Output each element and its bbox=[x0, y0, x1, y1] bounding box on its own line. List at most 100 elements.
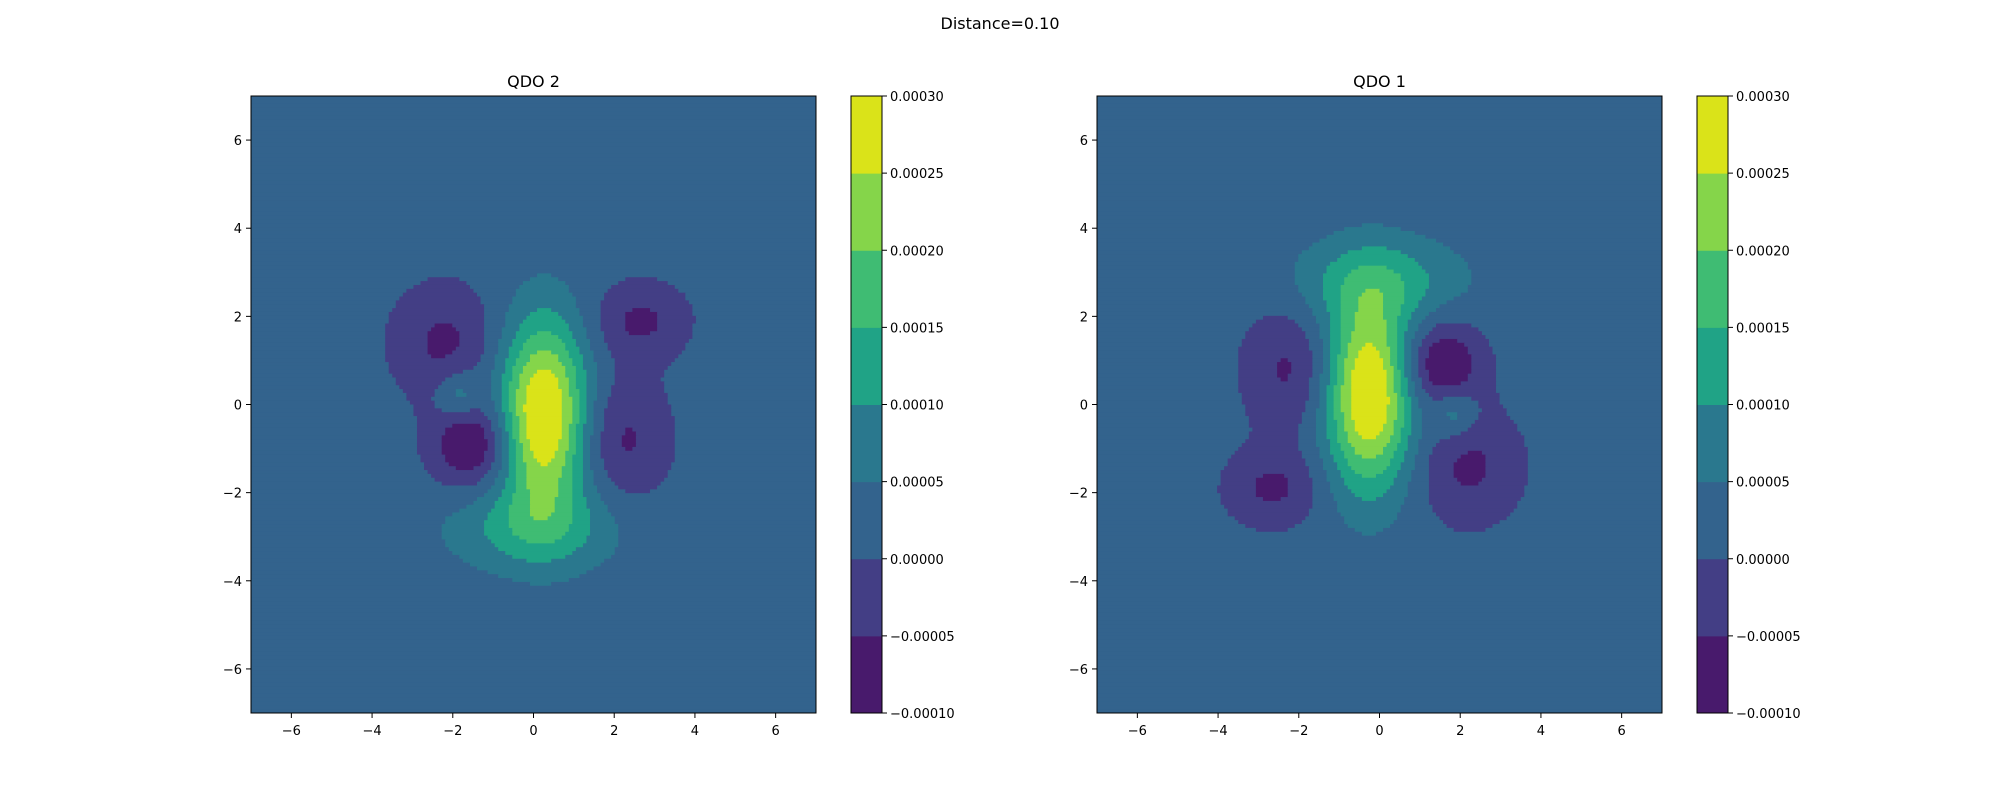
contour-band-cell bbox=[385, 350, 429, 355]
contour-band-cell bbox=[251, 558, 464, 564]
contour-band-cell bbox=[1496, 389, 1662, 394]
contour-band-cell bbox=[1097, 389, 1239, 394]
contour-band-cell bbox=[484, 304, 510, 309]
contour-band-cell bbox=[251, 628, 816, 633]
contour-band-cell bbox=[1277, 369, 1292, 375]
contour-band-cell bbox=[1255, 527, 1289, 533]
contour-band-cell bbox=[251, 342, 386, 348]
contour-band-cell bbox=[586, 396, 598, 402]
contour-band-cell bbox=[1319, 331, 1331, 336]
contour-band-cell bbox=[1411, 377, 1423, 382]
contour-band-cell bbox=[1361, 346, 1377, 352]
contour-band-cell bbox=[1351, 404, 1388, 409]
contour-band-cell bbox=[1390, 362, 1398, 367]
contour-band-cell bbox=[1097, 427, 1253, 433]
contour-band-cell bbox=[519, 377, 531, 382]
contour-band-cell bbox=[1351, 416, 1388, 421]
contour-band-cell bbox=[395, 300, 482, 305]
contour-band-cell bbox=[251, 122, 816, 128]
contour-band-cell bbox=[593, 481, 616, 487]
y-tick-label: 6 bbox=[234, 134, 242, 149]
contour-band-cell bbox=[1404, 335, 1416, 340]
contour-band-cell bbox=[441, 381, 492, 386]
contour-band-cell bbox=[1411, 358, 1419, 363]
contour-band-cell bbox=[625, 489, 651, 494]
contour-band-cell bbox=[529, 512, 552, 517]
contour-band-cell bbox=[1358, 296, 1384, 301]
contour-band-cell bbox=[484, 527, 513, 533]
contour-band-cell bbox=[1446, 300, 1662, 305]
contour-band-cell bbox=[508, 450, 517, 456]
contour-band-cell bbox=[1404, 458, 1416, 463]
contour-band-cell bbox=[529, 493, 559, 498]
y-tick-label: −4 bbox=[223, 575, 242, 590]
contour-band-cell bbox=[572, 551, 616, 556]
contour-band-cell bbox=[480, 358, 496, 363]
contour-band-cell bbox=[582, 427, 595, 433]
contour-band-cell bbox=[1330, 489, 1352, 494]
contour-band-cell bbox=[477, 566, 595, 571]
contour-band-cell bbox=[1404, 404, 1412, 409]
x-tick-label: 6 bbox=[1618, 724, 1626, 739]
contour-band-cell bbox=[505, 419, 513, 425]
contour-band-cell bbox=[1097, 157, 1662, 163]
contour-band-cell bbox=[251, 381, 397, 386]
contour-band-cell bbox=[604, 423, 676, 429]
colorbar-band bbox=[1697, 327, 1728, 406]
contour-band-cell bbox=[251, 524, 443, 529]
contour-band-cell bbox=[614, 369, 665, 375]
contour-band-cell bbox=[441, 527, 485, 533]
contour-band-cell bbox=[1347, 439, 1391, 444]
contour-band-cell bbox=[1421, 296, 1455, 301]
contour-band-cell bbox=[491, 462, 503, 467]
contour-band-cell bbox=[1404, 454, 1416, 460]
contour-band-cell bbox=[590, 531, 619, 537]
contour-band-cell bbox=[1241, 338, 1310, 344]
contour-band-cell bbox=[604, 416, 676, 421]
contour-band-cell bbox=[1411, 431, 1423, 436]
contour-band-cell bbox=[582, 423, 595, 429]
contour-band-cell bbox=[1326, 477, 1345, 483]
colorbar-tick-label: 0.00020 bbox=[1736, 244, 1790, 259]
contour-band-cell bbox=[402, 389, 436, 394]
contour-band-cell bbox=[477, 292, 517, 298]
contour-band-cell bbox=[251, 96, 816, 101]
contour-band-cell bbox=[508, 516, 535, 521]
contour-band-cell bbox=[251, 585, 816, 591]
contour-band-cell bbox=[664, 385, 816, 390]
contour-band-cell bbox=[1404, 450, 1419, 456]
contour-band-cell bbox=[1097, 400, 1243, 406]
contour-band-cell bbox=[1315, 435, 1328, 440]
contour-band-cell bbox=[494, 458, 503, 463]
contour-band-cell bbox=[1330, 362, 1338, 367]
contour-band-cell bbox=[1294, 524, 1349, 529]
contour-band-cell bbox=[505, 485, 517, 490]
contour-band-cell bbox=[455, 466, 475, 471]
contour-band-cell bbox=[575, 296, 605, 301]
contour-band-cell bbox=[251, 138, 816, 143]
colorbar: −0.00010−0.000050.000000.000050.000100.0… bbox=[1696, 90, 1801, 722]
contour-band-cell bbox=[508, 385, 520, 390]
contour-band-cell bbox=[1308, 342, 1324, 348]
contour-band-cell bbox=[1524, 485, 1662, 490]
contour-band-cell bbox=[498, 412, 506, 417]
contour-band-cell bbox=[416, 416, 489, 421]
contour-band-cell bbox=[1097, 539, 1662, 544]
contour-band-cell bbox=[519, 535, 563, 541]
contour-band-cell bbox=[1097, 605, 1662, 610]
contour-band-cell bbox=[1097, 126, 1662, 132]
contour-band-cell bbox=[1097, 500, 1222, 506]
contour-band-cell bbox=[604, 466, 672, 471]
contour-band-cell bbox=[1351, 338, 1388, 344]
contour-band-cell bbox=[1312, 362, 1324, 367]
contour-band-cell bbox=[1097, 662, 1662, 668]
contour-band-cell bbox=[1411, 346, 1419, 352]
contour-band-cell bbox=[561, 416, 573, 421]
contour-band-cell bbox=[1097, 666, 1662, 672]
contour-band-cell bbox=[1414, 458, 1430, 463]
contour-band-cell bbox=[1337, 369, 1345, 375]
contour-band-cell bbox=[674, 431, 816, 436]
contour-band-cell bbox=[575, 547, 616, 552]
contour-band-cell bbox=[1340, 404, 1352, 409]
contour-band-cell bbox=[664, 389, 816, 394]
